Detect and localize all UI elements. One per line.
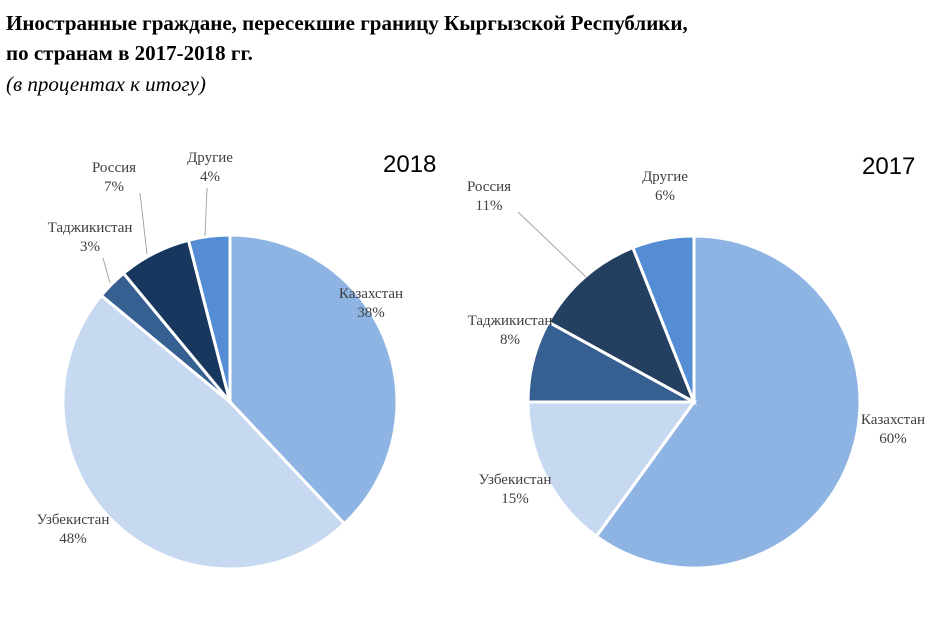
pie-2018-label-1-name: Узбекистан xyxy=(37,512,110,528)
pie-2018-label-2-value: 3% xyxy=(80,239,100,255)
pie-2017-label-1-value: 15% xyxy=(501,491,529,507)
pie-2018-leader-2 xyxy=(102,257,111,284)
pie-2017-label-3-value: 11% xyxy=(476,198,503,214)
pie-2017-label-3: Россия 11% xyxy=(467,179,511,214)
pie-2017-label-0-name: Казахстан xyxy=(861,412,925,428)
pie-2017-label-0-value: 60% xyxy=(879,431,907,447)
pie-2018-label-3: Россия 7% xyxy=(92,160,136,195)
pie-2017-leader-3 xyxy=(517,211,587,278)
pie-2017-label-1-name: Узбекистан xyxy=(479,472,552,488)
pie-2018-label-0-value: 38% xyxy=(357,305,385,321)
pie-2018-label-3-name: Россия xyxy=(92,160,136,176)
pie-2018-label-2: Таджикистан 3% xyxy=(48,220,133,255)
pie-2017-slice-0 xyxy=(594,234,862,570)
pie-2017-label-2-value: 8% xyxy=(500,332,520,348)
pie-2018-label-2-name: Таджикистан xyxy=(48,220,133,236)
pie-2018-leader-4 xyxy=(204,187,208,237)
title-line-2: по странам в 2017-2018 гг. xyxy=(6,41,253,65)
pie-2017-year-title: 2017 xyxy=(862,153,915,180)
pie-2017-label-4-value: 6% xyxy=(655,188,675,204)
chart-title: Иностранные граждане, пересекшие границу… xyxy=(6,8,688,68)
chart-subtitle: (в процентах к итогу) xyxy=(6,72,206,96)
pie-2017-label-1: Узбекистан 15% xyxy=(479,472,552,507)
pie-2018-leader-3 xyxy=(139,192,148,255)
pie-2018-slice-4 xyxy=(186,233,232,403)
pie-2017-label-4-name: Другие xyxy=(642,169,688,185)
pie-2018-label-4: Другие 4% xyxy=(187,150,233,185)
pie-2018-slice-0 xyxy=(228,233,399,526)
pie-2018-label-1-value: 48% xyxy=(59,531,87,547)
pie-2017-label-3-name: Россия xyxy=(467,179,511,195)
pie-2017-slice-4 xyxy=(630,234,696,403)
pie-2018-label-1: Узбекистан 48% xyxy=(37,512,110,547)
pie-2018-label-4-value: 4% xyxy=(200,169,220,185)
pie-2018-year-title: 2018 xyxy=(383,151,436,178)
pie-2017-label-0: Казахстан 60% xyxy=(861,412,925,447)
pie-2017-label-4: Другие 6% xyxy=(642,169,688,204)
pie-2018-label-3-value: 7% xyxy=(104,179,124,195)
title-line-1: Иностранные граждане, пересекшие границу… xyxy=(6,11,688,35)
pie-2018-label-0-name: Казахстан xyxy=(339,286,403,302)
pie-2018-label-0: Казахстан 38% xyxy=(339,286,403,321)
pie-2018-slice-1 xyxy=(61,293,347,571)
pie-2017-slice-1 xyxy=(526,400,697,539)
pie-2017-label-2-name: Таджикистан xyxy=(468,313,553,329)
pie-2018-label-4-name: Другие xyxy=(187,150,233,166)
pie-2017-slice-3 xyxy=(546,245,697,406)
pie-2017-label-2: Таджикистан 8% xyxy=(468,313,553,348)
